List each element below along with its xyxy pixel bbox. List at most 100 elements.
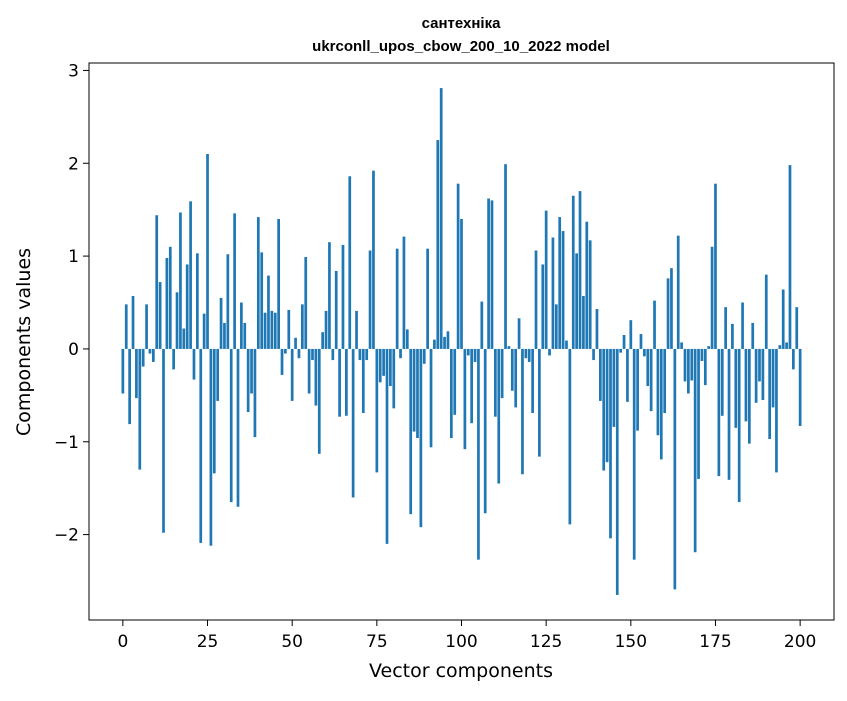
- bar-19: [185, 264, 189, 349]
- bar-21: [192, 348, 196, 380]
- x-tick-label: 175: [699, 632, 731, 652]
- bar-114: [507, 346, 511, 349]
- bar-153: [639, 334, 643, 349]
- bar-52: [297, 348, 301, 359]
- x-tick-label: 75: [366, 632, 388, 652]
- bar-180: [731, 323, 734, 349]
- bar-152: [636, 348, 639, 431]
- bar-123: [538, 348, 541, 457]
- bar-11: [158, 282, 162, 349]
- bar-174: [710, 246, 714, 349]
- x-axis-label: Vector components: [369, 660, 553, 682]
- bar-168: [690, 348, 694, 381]
- bar-7: [145, 304, 148, 349]
- bar-31: [226, 254, 230, 349]
- bar-80: [392, 348, 396, 409]
- bar-122: [534, 250, 538, 349]
- bar-3: [131, 296, 135, 349]
- bar-17: [179, 212, 182, 349]
- bar-85: [409, 348, 413, 515]
- bar-55: [307, 348, 311, 394]
- bar-12: [162, 348, 165, 533]
- bar-149: [626, 348, 629, 402]
- bar-8: [148, 348, 152, 354]
- bar-23: [199, 348, 203, 543]
- bar-170: [697, 348, 700, 479]
- bar-65: [341, 244, 345, 349]
- bar-9: [151, 348, 155, 362]
- bar-136: [582, 296, 585, 349]
- bar-185: [747, 348, 751, 444]
- bar-169: [693, 348, 697, 553]
- bar-188: [758, 348, 761, 382]
- y-tick-label: −1: [54, 433, 79, 453]
- bar-138: [588, 240, 592, 349]
- bar-1: [124, 304, 128, 349]
- bar-173: [707, 346, 711, 349]
- bar-30: [223, 322, 226, 349]
- bar-176: [717, 348, 721, 477]
- x-tick-label: 100: [445, 632, 477, 652]
- bar-191: [768, 348, 772, 439]
- bar-62: [331, 348, 335, 361]
- bar-44: [270, 310, 274, 349]
- bar-181: [734, 348, 738, 428]
- bar-33: [233, 213, 236, 349]
- bar-106: [480, 301, 484, 349]
- bar-26: [209, 348, 213, 546]
- bar-36: [243, 322, 247, 349]
- bar-77: [382, 348, 385, 376]
- bar-38: [250, 348, 253, 394]
- bar-6: [141, 348, 145, 367]
- bar-126: [548, 348, 551, 356]
- bar-113: [504, 164, 507, 349]
- bar-54: [304, 257, 308, 349]
- bar-2: [128, 348, 131, 425]
- bar-96: [446, 331, 450, 349]
- bar-103: [470, 348, 474, 424]
- bar-22: [196, 253, 199, 349]
- bar-151: [632, 348, 636, 560]
- bar-158: [656, 348, 660, 436]
- bar-70: [358, 348, 362, 361]
- bar-58: [317, 348, 321, 454]
- bar-156: [649, 348, 653, 412]
- bar-18: [182, 328, 186, 349]
- bar-47: [280, 348, 284, 375]
- y-axis: −2 −1 0 1 2 3: [54, 61, 89, 546]
- x-tick-label: 50: [281, 632, 303, 652]
- bar-148: [622, 335, 626, 349]
- y-tick-label: 1: [68, 247, 79, 267]
- bar-127: [551, 237, 555, 349]
- bar-133: [571, 195, 575, 349]
- x-tick-label: 125: [530, 632, 562, 652]
- bar-97: [449, 348, 453, 439]
- bar-112: [500, 348, 504, 399]
- bar-92: [433, 339, 436, 349]
- bar-63: [334, 270, 338, 349]
- bar-29: [219, 297, 223, 349]
- bar-73: [368, 250, 372, 349]
- bar-150: [629, 320, 633, 349]
- bar-90: [426, 248, 429, 349]
- bar-179: [727, 348, 731, 480]
- bar-198: [792, 348, 795, 370]
- bar-48: [284, 348, 287, 354]
- bar-4: [135, 348, 138, 399]
- bar-14: [168, 246, 172, 349]
- bar-101: [463, 348, 467, 450]
- bar-118: [521, 348, 524, 475]
- bar-82: [399, 348, 402, 359]
- bar-125: [544, 210, 548, 349]
- bar-155: [646, 348, 650, 387]
- bar-42: [263, 312, 267, 349]
- bar-60: [324, 310, 328, 349]
- bar-20: [189, 201, 192, 349]
- bar-175: [714, 183, 717, 349]
- bar-28: [216, 348, 220, 401]
- bar-115: [510, 348, 514, 391]
- chart-subtitle: ukrconll_upos_cbow_200_10_2022 model: [312, 38, 610, 55]
- bar-140: [595, 309, 599, 349]
- bar-110: [494, 348, 497, 417]
